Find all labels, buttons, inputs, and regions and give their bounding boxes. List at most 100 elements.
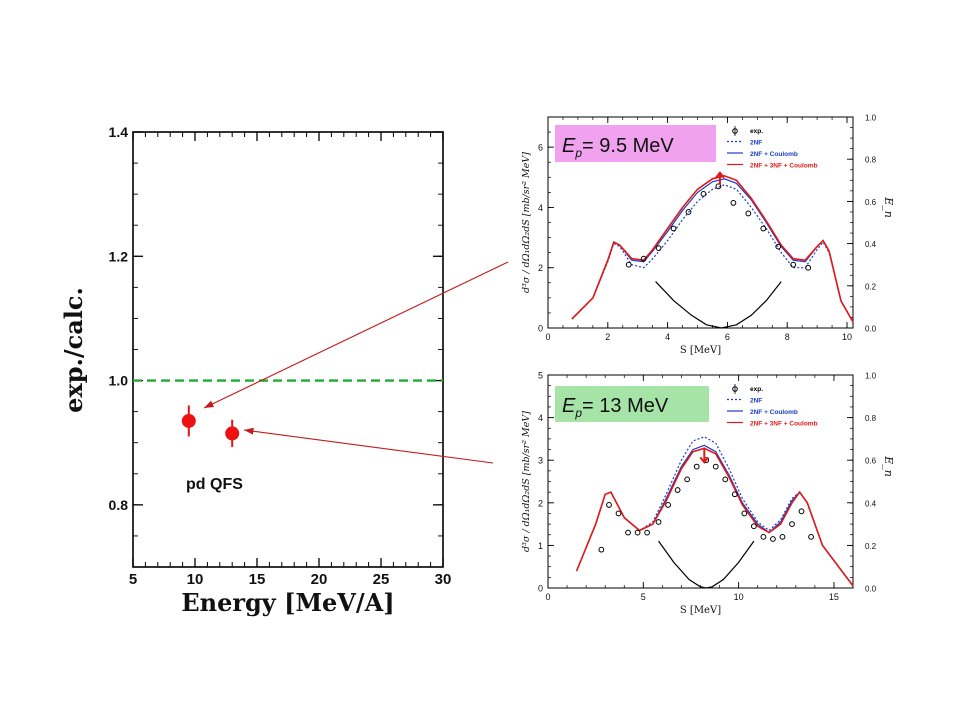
y-tick-label: 5 (538, 371, 543, 381)
y-axis-label: d³σ / dΩ₁dΩ₂dS [mb/sr² MeV] (521, 411, 532, 552)
right-tick-label: 0.2 (865, 542, 877, 551)
right-tick-label: 0.4 (865, 499, 877, 508)
y-tick-label: 1.2 (109, 248, 129, 264)
exp-point (760, 225, 767, 232)
exp-point (685, 209, 692, 215)
y-tick-label: 3 (538, 456, 543, 466)
exp-point (808, 533, 814, 540)
exp-point (625, 261, 632, 268)
exp-point (790, 261, 797, 268)
exp-point (655, 519, 662, 525)
peak-arrow-head (699, 456, 710, 464)
exp-point (722, 476, 729, 483)
connector-arrows (203, 261, 509, 464)
connector-arrowhead (204, 400, 214, 408)
exp-point (715, 183, 722, 190)
x-tick-label: 10 (734, 592, 744, 602)
exp-point (805, 264, 812, 271)
chart-title: Ep= 9.5 MeV (562, 135, 674, 160)
x-tick-label: 5 (129, 571, 137, 588)
title-box (555, 125, 716, 162)
y-tick-label: 1.4 (109, 124, 129, 140)
exp-point (598, 546, 605, 553)
x-tick-label: 5 (641, 592, 646, 602)
exp-point (684, 476, 691, 483)
x-axis-label: S [MeV] (680, 345, 721, 356)
series-line (571, 184, 854, 323)
right-tick-label: 0.0 (865, 585, 877, 594)
exp-point (693, 463, 700, 470)
x-tick-label: 8 (785, 332, 790, 342)
legend-label: 2NF + 3NF + Coulomb (750, 421, 818, 428)
exp-point (789, 521, 795, 527)
x-tick-label: 2 (605, 332, 610, 342)
right-tick-label: 0.4 (865, 240, 877, 249)
connector-line (203, 261, 509, 409)
x-tick-label: 6 (725, 332, 730, 342)
spectrum-chart-13-mev: 0 5 10 15 0 1 2 3 4 5 0.0 0.2 0.4 0.6 0.8 1.0 exp. 2NF 2NF… (521, 371, 895, 617)
exp-point (665, 502, 671, 508)
y-tick-label: 1.0 (109, 373, 129, 389)
exp-point (741, 510, 748, 517)
exp-point (625, 529, 631, 536)
exp-point (670, 225, 677, 232)
right-tick-label: 1.0 (865, 372, 877, 381)
x-tick-label: 0 (545, 332, 550, 342)
exp-point (775, 243, 782, 250)
exp-point (731, 491, 738, 498)
right-tick-label: 0.6 (865, 457, 877, 466)
x-tick-label: 20 (311, 571, 328, 588)
legend-label: 2NF (750, 398, 762, 405)
x-tick-label: 25 (373, 571, 390, 588)
x-tick-label: 30 (435, 571, 452, 588)
exp-point (779, 533, 786, 540)
x-tick-label: 0 (545, 592, 550, 602)
y-tick-label: 0.8 (109, 497, 129, 513)
series-line (655, 281, 782, 329)
legend-label: 2NF + Coulomb (750, 409, 798, 416)
legend-label: 2NF (750, 140, 762, 147)
exp-point (655, 245, 662, 252)
right-tick-label: 0.6 (865, 198, 877, 207)
spectrum-chart-9-5-mev: 0 2 4 6 8 10 0 2 4 6 0.0 0.2 0.4 0.6 0.8 1.0 exp. 2NF 2NF … (521, 114, 895, 357)
exp-point (640, 255, 647, 262)
exp-point (674, 487, 681, 493)
exp-point (615, 510, 622, 517)
series-line (658, 540, 755, 589)
y-tick-label: 2 (538, 263, 543, 273)
x-axis-label: Energy [MeV/A] (181, 588, 394, 617)
right-axis-label: E_n (882, 455, 895, 477)
pd-qfs-label: pd QFS (186, 476, 243, 493)
exp-point (770, 536, 776, 542)
y-axis-label: d³σ / dΩ₁dΩ₂dS [mb/sr² MeV] (521, 152, 532, 293)
ratio-chart: 5 10 15 20 25 30 0.8 1.0 1.2 1.4 pd QFS Energy [MeV… (59, 124, 451, 617)
x-tick-label: 10 (187, 571, 204, 588)
right-tick-label: 0.8 (865, 414, 877, 423)
series-line (571, 174, 854, 323)
right-tick-label: 1.0 (865, 114, 877, 123)
data-point (225, 426, 240, 441)
peak-arrow-head (715, 171, 725, 179)
exp-point (750, 523, 757, 530)
exp-point (798, 508, 805, 515)
plot-frame (132, 131, 444, 568)
x-tick-label: 10 (842, 332, 852, 342)
right-tick-label: 0.8 (865, 156, 877, 165)
y-tick-label: 0 (538, 584, 543, 594)
y-tick-label: 0 (538, 324, 543, 334)
y-tick-label: 2 (538, 498, 543, 508)
title-box (555, 386, 709, 422)
legend-label: 2NF + Coulomb (750, 151, 798, 158)
x-axis-label: S [MeV] (680, 605, 721, 616)
exp-point (644, 529, 651, 536)
legend-label: exp. (750, 128, 763, 135)
series-line (576, 436, 854, 587)
legend-label: exp. (750, 386, 763, 393)
y-tick-label: 1 (538, 541, 543, 551)
x-tick-label: 15 (829, 592, 839, 602)
data-point (181, 413, 196, 428)
right-axis-label: E_n (882, 196, 895, 218)
y-tick-label: 4 (538, 203, 543, 213)
exp-point (730, 200, 737, 206)
legend-label: 2NF + 3NF + Coulomb (750, 163, 818, 170)
